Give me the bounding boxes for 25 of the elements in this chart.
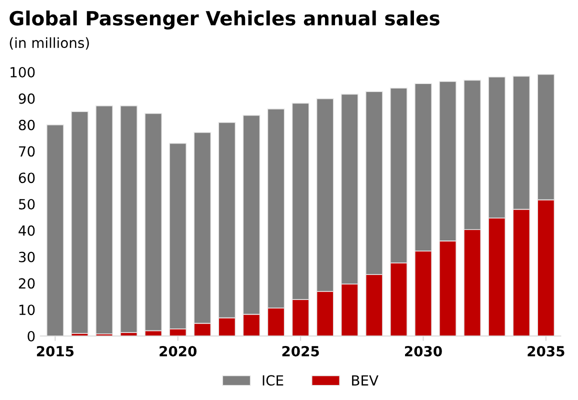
bar <box>120 105 138 333</box>
x-tick-label: 2030 <box>405 346 442 356</box>
y-tick-label: 60 <box>18 172 35 184</box>
legend-label: ICE <box>262 375 284 386</box>
chart-subtitle: (in millions) <box>10 37 89 50</box>
legend-label: BEV <box>352 375 378 386</box>
bar <box>70 111 88 334</box>
y-tick-label: 70 <box>19 146 35 157</box>
bar <box>46 124 64 336</box>
y-tick-label: 30 <box>18 252 35 262</box>
bar <box>95 105 114 334</box>
x-tick-label: 2020 <box>160 346 197 356</box>
y-tick-label: 100 <box>10 66 35 78</box>
y-tick-label: 40 <box>18 225 35 236</box>
y-tick-label: 80 <box>18 120 35 130</box>
x-tick-label: 2015 <box>36 346 74 356</box>
y-tick-label: 50 <box>18 198 35 210</box>
bar <box>144 113 162 332</box>
y-tick-label: 0 <box>28 330 35 342</box>
y-tick-label: 20 <box>18 278 35 289</box>
y-tick-label: 10 <box>19 304 35 316</box>
y-tick-label: 90 <box>18 93 35 104</box>
x-tick-label: 2035 <box>528 346 564 356</box>
chart-title: Global Passenger Vehicles annual sales <box>10 10 440 30</box>
x-tick-label: 2025 <box>282 346 319 356</box>
